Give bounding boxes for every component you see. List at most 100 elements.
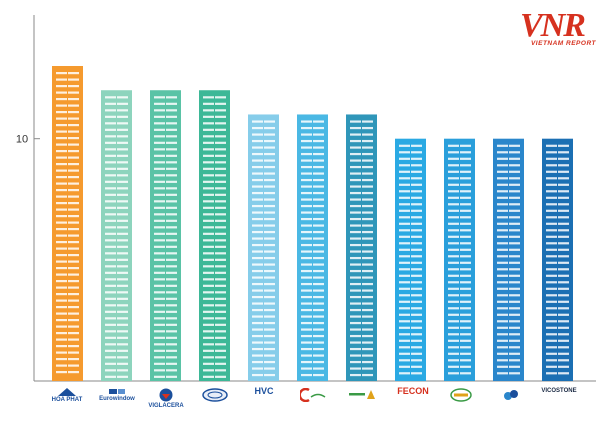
- bar-window: [68, 312, 79, 315]
- bar-window: [56, 104, 67, 107]
- bar-window: [350, 328, 361, 331]
- bar-window: [264, 204, 275, 208]
- bar-window: [546, 365, 557, 368]
- bar-window: [264, 334, 275, 338]
- bar-window: [460, 144, 471, 147]
- bar-rect: [542, 138, 573, 381]
- bar-window: [411, 274, 422, 277]
- bar-window: [558, 372, 569, 375]
- bar-window: [68, 241, 79, 244]
- bar-window: [154, 109, 165, 112]
- bar-window: [252, 256, 263, 260]
- bar-window: [215, 369, 226, 372]
- bar-window: [411, 326, 422, 329]
- bar-window: [558, 164, 569, 167]
- bar-window: [411, 190, 422, 193]
- bar-window: [313, 243, 324, 247]
- bar-window: [252, 217, 263, 221]
- bar-window: [252, 308, 263, 312]
- bar-window: [68, 85, 79, 88]
- bar-window: [546, 339, 557, 342]
- bar-window: [301, 256, 312, 260]
- bar-window: [117, 109, 128, 112]
- bar-window: [252, 178, 263, 182]
- bar-window: [203, 369, 214, 372]
- bar-window: [252, 146, 263, 149]
- bar: [297, 114, 328, 381]
- bar-window: [448, 339, 459, 342]
- bar-window: [68, 72, 79, 75]
- bar-window: [252, 360, 263, 364]
- bar-window: [350, 152, 361, 156]
- bar-window: [546, 287, 557, 290]
- bar-window: [497, 339, 508, 342]
- bar-window: [546, 177, 557, 180]
- bar-window: [509, 203, 520, 206]
- bar-window: [203, 141, 214, 144]
- bar-window: [56, 182, 67, 185]
- bar-window: [460, 151, 471, 154]
- bar-window: [56, 234, 67, 237]
- bar-window: [350, 217, 361, 221]
- bar-window: [399, 183, 410, 186]
- bar-window: [411, 196, 422, 199]
- bar-window: [264, 289, 275, 292]
- bar-window: [509, 183, 520, 186]
- bar-window: [448, 346, 459, 349]
- bar-window: [166, 245, 177, 248]
- bar-window: [362, 295, 373, 299]
- bar-window: [460, 190, 471, 193]
- bar-window: [460, 255, 471, 258]
- bar-window: [166, 252, 177, 255]
- bar-window: [215, 102, 226, 105]
- bar-window: [215, 278, 226, 281]
- logo-fecon: FECON: [390, 387, 436, 396]
- bar-window: [68, 371, 79, 374]
- bar-window: [301, 263, 312, 266]
- bar-window: [252, 191, 263, 195]
- bar-window: [154, 258, 165, 261]
- bar-window: [166, 343, 177, 346]
- bar-window: [56, 286, 67, 289]
- bar-window: [166, 310, 177, 313]
- bar-window: [350, 295, 361, 299]
- bar-window: [399, 235, 410, 238]
- bar-window: [105, 278, 116, 281]
- bar-window: [117, 245, 128, 248]
- bar-window: [117, 356, 128, 359]
- bar-window: [313, 354, 324, 357]
- bar-window: [301, 211, 312, 214]
- bar-window: [313, 341, 324, 344]
- bar-window: [509, 333, 520, 336]
- bar-window: [301, 282, 312, 286]
- bar-window: [448, 229, 459, 232]
- logo-label: HOA PHAT: [51, 397, 83, 403]
- bar-window: [509, 372, 520, 375]
- bar-window: [117, 349, 128, 352]
- bar-window: [497, 313, 508, 316]
- logo-label: Eurowindow: [99, 396, 135, 402]
- bar-window: [448, 157, 459, 160]
- bar-window: [411, 177, 422, 180]
- bar-window: [215, 310, 226, 313]
- bar-window: [154, 330, 165, 333]
- bar-window: [558, 235, 569, 238]
- bar-window: [56, 338, 67, 341]
- bar-window: [56, 85, 67, 88]
- bar-window: [252, 373, 263, 377]
- bar-window: [117, 219, 128, 222]
- bar-window: [252, 152, 263, 156]
- emblem-icon: [202, 388, 228, 402]
- bar-window: [362, 120, 373, 123]
- bar-window: [264, 165, 275, 169]
- bar-window: [117, 161, 128, 164]
- bar-window: [264, 347, 275, 351]
- bar-window: [362, 172, 373, 175]
- bar-window: [460, 242, 471, 245]
- bar-window: [411, 229, 422, 232]
- bar-window: [399, 346, 410, 349]
- bar-window: [166, 226, 177, 229]
- bar-window: [203, 356, 214, 359]
- bar-window: [203, 96, 214, 99]
- bar-window: [264, 256, 275, 260]
